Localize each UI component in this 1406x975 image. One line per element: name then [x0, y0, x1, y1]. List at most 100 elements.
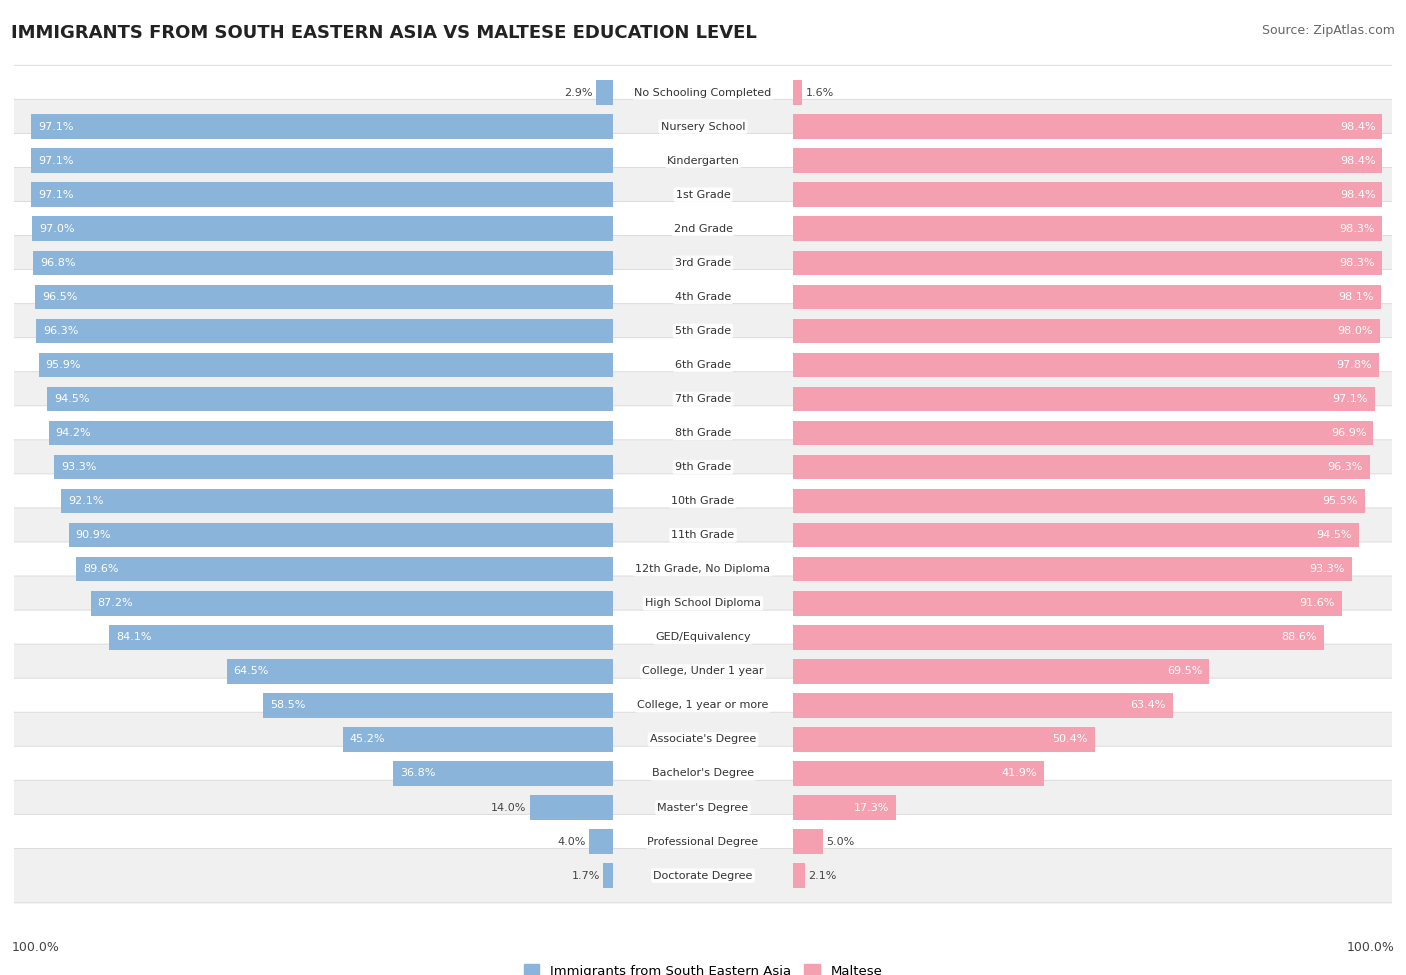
Text: 98.4%: 98.4% — [1340, 190, 1375, 200]
FancyBboxPatch shape — [13, 508, 1393, 563]
Bar — [793, 693, 1173, 718]
Bar — [793, 557, 1351, 581]
Text: 89.6%: 89.6% — [83, 565, 118, 574]
Text: 58.5%: 58.5% — [270, 700, 305, 711]
FancyBboxPatch shape — [13, 814, 1393, 869]
Text: 100.0%: 100.0% — [11, 941, 59, 954]
FancyBboxPatch shape — [13, 644, 1393, 699]
Text: 97.1%: 97.1% — [38, 156, 75, 166]
Bar — [793, 216, 1382, 241]
Text: 8th Grade: 8th Grade — [675, 428, 731, 438]
FancyBboxPatch shape — [13, 65, 1393, 120]
Text: 97.1%: 97.1% — [38, 122, 75, 132]
Text: 93.3%: 93.3% — [1309, 565, 1346, 574]
FancyBboxPatch shape — [13, 406, 1393, 460]
Text: GED/Equivalency: GED/Equivalency — [655, 633, 751, 643]
Text: Kindergarten: Kindergarten — [666, 156, 740, 166]
Bar — [49, 421, 613, 446]
Text: 96.5%: 96.5% — [42, 292, 77, 302]
FancyBboxPatch shape — [13, 746, 1393, 800]
Bar — [76, 557, 613, 581]
Bar — [62, 488, 613, 514]
Text: 94.2%: 94.2% — [56, 428, 91, 438]
Text: 1.7%: 1.7% — [571, 871, 600, 880]
Text: 12th Grade, No Diploma: 12th Grade, No Diploma — [636, 565, 770, 574]
Text: Source: ZipAtlas.com: Source: ZipAtlas.com — [1261, 24, 1395, 37]
FancyBboxPatch shape — [13, 202, 1393, 256]
Bar — [793, 727, 1095, 752]
Text: 91.6%: 91.6% — [1299, 599, 1334, 608]
FancyBboxPatch shape — [13, 337, 1393, 392]
Text: 1st Grade: 1st Grade — [676, 190, 730, 200]
Bar — [793, 148, 1382, 173]
FancyBboxPatch shape — [13, 679, 1393, 732]
Text: High School Diploma: High School Diploma — [645, 599, 761, 608]
Text: Professional Degree: Professional Degree — [647, 837, 759, 846]
Bar — [793, 591, 1341, 615]
Text: 93.3%: 93.3% — [60, 462, 97, 472]
Bar — [793, 864, 806, 888]
FancyBboxPatch shape — [13, 780, 1393, 835]
Text: 10th Grade: 10th Grade — [672, 496, 734, 506]
Text: 98.1%: 98.1% — [1339, 292, 1374, 302]
Bar — [793, 454, 1369, 480]
Bar — [530, 796, 613, 820]
Text: 97.1%: 97.1% — [1331, 394, 1368, 404]
Text: 97.1%: 97.1% — [38, 190, 75, 200]
Text: 6th Grade: 6th Grade — [675, 360, 731, 370]
Bar — [110, 625, 613, 649]
Text: College, Under 1 year: College, Under 1 year — [643, 666, 763, 677]
Text: 2nd Grade: 2nd Grade — [673, 223, 733, 234]
Text: Nursery School: Nursery School — [661, 122, 745, 132]
Bar — [793, 761, 1043, 786]
Text: 98.4%: 98.4% — [1340, 156, 1375, 166]
Text: No Schooling Completed: No Schooling Completed — [634, 88, 772, 98]
FancyBboxPatch shape — [13, 542, 1393, 597]
Text: 98.3%: 98.3% — [1340, 223, 1375, 234]
Text: 45.2%: 45.2% — [350, 734, 385, 745]
FancyBboxPatch shape — [13, 134, 1393, 188]
Text: 100.0%: 100.0% — [1347, 941, 1395, 954]
Text: 92.1%: 92.1% — [69, 496, 104, 506]
Text: 41.9%: 41.9% — [1001, 768, 1036, 778]
Bar — [31, 114, 613, 138]
Bar — [793, 251, 1382, 275]
Text: 1.6%: 1.6% — [806, 88, 834, 98]
FancyBboxPatch shape — [13, 168, 1393, 222]
FancyBboxPatch shape — [13, 576, 1393, 631]
Text: 3rd Grade: 3rd Grade — [675, 257, 731, 268]
Text: 96.9%: 96.9% — [1331, 428, 1367, 438]
FancyBboxPatch shape — [13, 371, 1393, 426]
Text: 2.9%: 2.9% — [564, 88, 592, 98]
Text: 96.8%: 96.8% — [41, 257, 76, 268]
Text: 90.9%: 90.9% — [76, 530, 111, 540]
Bar — [793, 387, 1375, 411]
Bar — [603, 864, 613, 888]
Bar — [793, 523, 1360, 547]
Text: 69.5%: 69.5% — [1167, 666, 1202, 677]
Text: 95.9%: 95.9% — [45, 360, 82, 370]
FancyBboxPatch shape — [13, 712, 1393, 766]
Bar — [793, 830, 823, 854]
Text: 96.3%: 96.3% — [44, 326, 79, 335]
Bar — [343, 727, 613, 752]
Text: 87.2%: 87.2% — [97, 599, 134, 608]
Bar — [793, 182, 1382, 207]
Bar — [263, 693, 613, 718]
Bar — [793, 625, 1323, 649]
Bar — [793, 659, 1209, 683]
FancyBboxPatch shape — [13, 303, 1393, 358]
Text: 94.5%: 94.5% — [1316, 530, 1353, 540]
Bar — [793, 488, 1365, 514]
Text: 64.5%: 64.5% — [233, 666, 269, 677]
Text: Associate's Degree: Associate's Degree — [650, 734, 756, 745]
FancyBboxPatch shape — [13, 440, 1393, 494]
Text: 50.4%: 50.4% — [1052, 734, 1088, 745]
Text: 98.4%: 98.4% — [1340, 122, 1375, 132]
Text: 2.1%: 2.1% — [808, 871, 837, 880]
Text: 9th Grade: 9th Grade — [675, 462, 731, 472]
Bar — [392, 761, 613, 786]
Bar — [226, 659, 613, 683]
FancyBboxPatch shape — [13, 236, 1393, 290]
Text: Bachelor's Degree: Bachelor's Degree — [652, 768, 754, 778]
